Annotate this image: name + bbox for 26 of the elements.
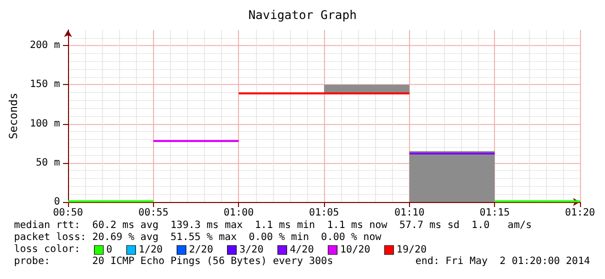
y-tick-label: 200 m [30,40,60,52]
y-tick-label: 0 [54,196,60,208]
legend-label: 3/20 [239,244,264,256]
legend-label: 19/20 [396,244,427,256]
y-tick-label: 100 m [30,118,60,130]
legend-label: 4/20 [290,244,314,256]
y-tick-label: 50 m [36,157,60,168]
legend-label: 2/20 [189,244,214,256]
text: end: Fri May 2 01:20:00 2014 [415,256,590,268]
y-axis-title: Seconds [7,92,20,140]
text: packet loss: 20.69 % avg 51.55 % max 0.00 % min 0.00 % now [14,232,382,244]
chart-title: Navigator Graph [248,8,357,22]
x-tick-label: 01:20 [564,208,596,218]
x-tick-label: 00:55 [138,208,168,218]
x-tick-label: 00:50 [52,208,84,218]
legend-label: 0 [106,244,112,256]
legend-label: 1/20 [138,244,163,256]
text: probe: 20 ICMP Echo Pings (56 Bytes) every 300s [14,256,334,268]
legend-title: loss color: [14,244,80,256]
x-tick-label: 01:00 [224,208,254,218]
legend-label: 10/20 [340,244,370,256]
text: median rtt: 60.2 ms avg 139.3 ms max 1.1 ms min 1.1 ms now 57.7 ms sd 1.0 am/s [14,220,532,232]
x-tick-label: 01:10 [394,208,424,218]
x-tick-label: 01:15 [480,208,510,218]
y-tick-label: 150 m [30,79,60,90]
x-tick-label: 01:05 [308,208,340,218]
